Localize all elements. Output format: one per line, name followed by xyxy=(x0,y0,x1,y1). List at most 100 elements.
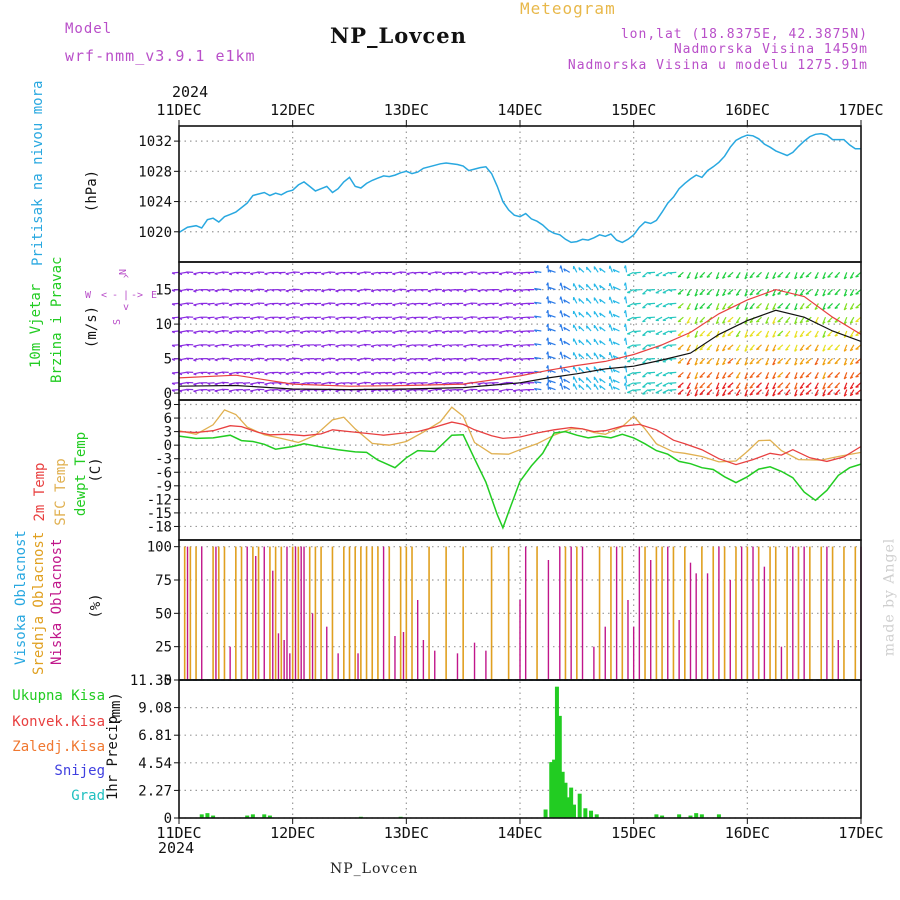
wind-arrowhead xyxy=(335,345,339,348)
wind-arrowhead xyxy=(470,330,474,333)
wind-arrowhead xyxy=(221,343,225,347)
wind-arrowhead xyxy=(321,304,325,307)
wind-arrowhead xyxy=(200,289,204,292)
wind-arrowhead xyxy=(578,384,581,388)
precip-total-bar xyxy=(205,813,210,818)
legend-total-rain: Ukupna Kisa xyxy=(12,688,105,704)
wind-arrowhead xyxy=(546,296,549,300)
wind-arrowhead xyxy=(855,292,859,295)
wind-arrowhead xyxy=(271,358,275,361)
wind-arrowhead xyxy=(822,321,826,325)
wind-arrowhead xyxy=(694,376,698,380)
wind-arrowhead xyxy=(207,289,211,292)
wind-arrowhead xyxy=(669,272,673,275)
wind-arrowhead xyxy=(526,271,531,275)
wind-arrowhead xyxy=(356,359,360,362)
wind-arrowhead xyxy=(256,343,261,347)
wind-arrowhead xyxy=(349,272,353,275)
wind-arrowhead xyxy=(498,345,503,348)
wind-arrowhead xyxy=(715,307,720,311)
wind-arrowhead xyxy=(477,390,481,393)
precip-total-bar xyxy=(554,686,559,818)
wind-arrowhead xyxy=(207,358,211,361)
wind-arrowhead xyxy=(794,276,798,280)
wind-arrowhead xyxy=(498,318,503,321)
wind-arrowhead xyxy=(512,304,517,307)
wind-arrowhead xyxy=(313,289,318,292)
wind-arrowhead xyxy=(214,290,218,293)
wind-arrowhead xyxy=(313,330,318,334)
precip-total-bar xyxy=(716,814,721,818)
xtick-top-label: 11DEC xyxy=(156,101,201,119)
wind-arrowhead xyxy=(633,344,637,348)
wind-arrowhead xyxy=(228,373,233,376)
wind-arrowhead xyxy=(207,272,211,275)
wind-arrowhead xyxy=(363,302,367,306)
xtick-bottom-label: 15DEC xyxy=(611,824,656,842)
wind-arrowhead xyxy=(669,303,673,306)
wind-arrowhead xyxy=(356,390,360,393)
wind-arrowhead xyxy=(242,272,247,275)
wind-arrowhead xyxy=(642,306,646,309)
precip-total-bar xyxy=(571,804,576,818)
wind-arrowhead xyxy=(647,344,651,348)
wind-arrowhead xyxy=(256,288,261,292)
wind-arrowhead xyxy=(327,343,332,347)
wind-arrowhead xyxy=(321,390,325,393)
wind-arrowhead xyxy=(772,362,776,366)
wind-arrowhead xyxy=(756,334,760,337)
wind-arrowhead xyxy=(193,331,197,334)
wind-arrowhead xyxy=(392,273,396,276)
wind-arrowhead xyxy=(477,273,481,276)
wind-arrowhead xyxy=(455,271,460,275)
wind-arrowhead xyxy=(633,317,637,320)
precip-total-bar xyxy=(569,787,574,818)
wind-arrowhead xyxy=(193,304,197,307)
wind-arrowhead xyxy=(242,372,247,375)
wind-arrowhead xyxy=(715,321,720,325)
wind-arrowhead xyxy=(335,373,339,376)
wind-arrowhead xyxy=(814,376,818,380)
wind-arrowhead xyxy=(706,307,710,309)
wind-arrowhead xyxy=(427,304,431,307)
wind-arrowhead xyxy=(805,393,810,395)
wind-arrowhead xyxy=(749,362,753,365)
wind-arrowhead xyxy=(406,373,410,376)
wind-arrowhead xyxy=(321,290,325,293)
wind-arrowhead xyxy=(612,313,616,318)
wind-arrowhead xyxy=(250,345,254,348)
wind-arrowhead xyxy=(356,318,360,321)
wind-arrowhead xyxy=(171,331,175,334)
wind-arrowhead xyxy=(785,393,789,396)
precip-total-bar xyxy=(660,815,665,818)
wind-arrowhead xyxy=(420,271,424,275)
wind-arrowhead xyxy=(633,358,637,362)
wind-arrowhead xyxy=(612,327,616,331)
wind-arrowhead xyxy=(384,382,389,385)
wind-arrowhead xyxy=(827,320,831,323)
wind-arrowhead xyxy=(207,372,211,375)
wind-arrowhead xyxy=(855,386,859,388)
wind-arrowhead xyxy=(578,284,581,288)
wind-arrowhead xyxy=(278,272,282,275)
ytick-label: 9.08 xyxy=(138,701,172,717)
wind-arrowhead xyxy=(512,390,517,393)
wind-arrowhead xyxy=(756,275,760,278)
wind-arrowhead xyxy=(491,358,495,361)
xtick-bottom-label: 11DEC xyxy=(156,824,201,842)
wind-arrowhead xyxy=(441,317,446,321)
wind-arrowhead xyxy=(777,386,781,388)
wind-arrowhead xyxy=(448,358,453,361)
compass-arrow-up: ^ xyxy=(123,274,129,285)
wind-arrowhead xyxy=(777,348,781,351)
ytick-label: -9 xyxy=(155,479,172,495)
wind-arrowhead xyxy=(327,330,332,333)
wind-arrowhead xyxy=(271,303,275,306)
wind-arrowhead xyxy=(193,345,197,348)
wind-arrowhead xyxy=(214,383,218,386)
wind-arrowhead xyxy=(735,321,740,324)
wind-arrowhead xyxy=(822,307,826,311)
ytick-label: 2.27 xyxy=(138,783,172,799)
wind-arrowhead xyxy=(349,289,353,292)
wind-arrowhead xyxy=(264,290,268,293)
